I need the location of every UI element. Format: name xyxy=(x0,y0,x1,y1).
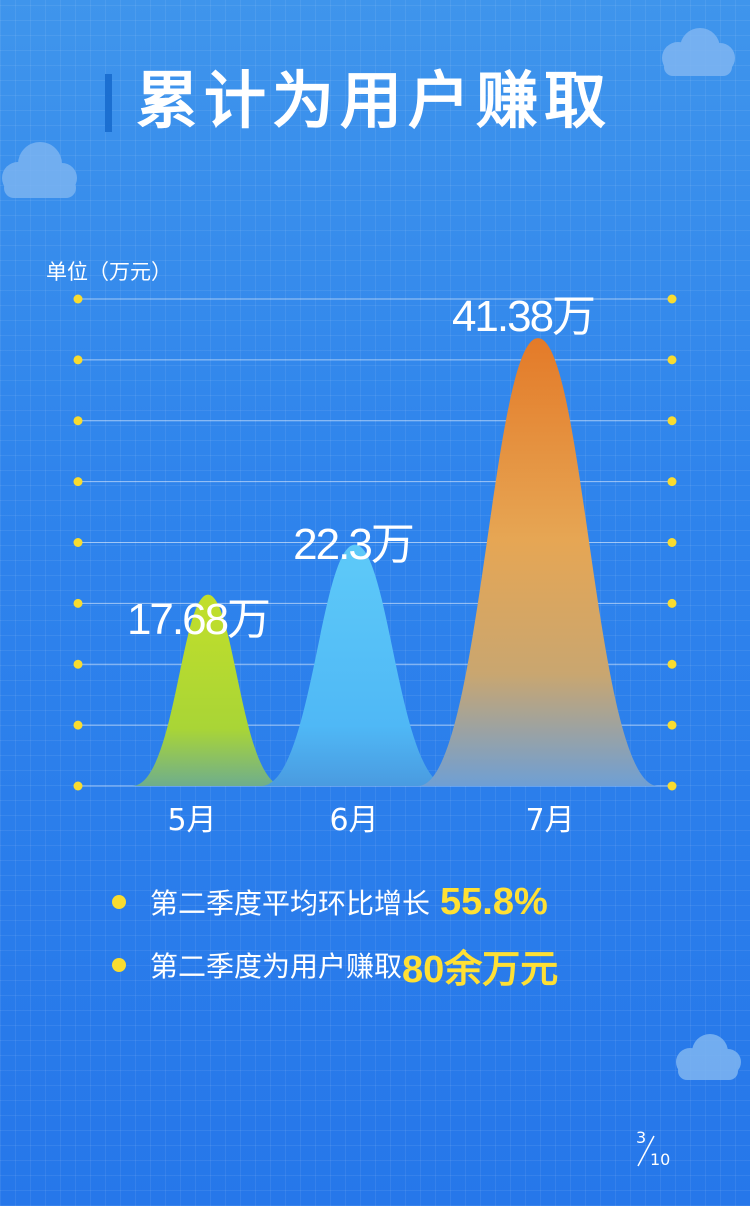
cloud-bottom-right xyxy=(668,1028,744,1084)
grid-dot-icon xyxy=(73,416,83,426)
grid-dot-icon xyxy=(667,659,677,669)
grid-dot-icon xyxy=(73,720,83,730)
page-title: 累计为用户赚取 xyxy=(136,64,613,137)
stat-earnings-text: 第二季度为用户赚取 xyxy=(150,950,403,983)
value-label: 17.68万 xyxy=(126,595,271,644)
page-indicator: 3 10 xyxy=(628,1128,678,1172)
stat-growth-text: 第二季度平均环比增长 xyxy=(150,887,431,920)
grid-dot-icon xyxy=(73,355,83,365)
unit-label: 单位（万元） xyxy=(46,260,172,284)
grid-dot-icon xyxy=(73,538,83,547)
grid-dot-icon xyxy=(73,294,83,304)
grid-dot-icon xyxy=(667,781,677,791)
grid-dot-icon xyxy=(667,477,677,487)
page-slash-icon xyxy=(637,1135,655,1167)
title-accent-bar xyxy=(105,74,112,132)
cloud-left xyxy=(0,136,82,202)
month-label: 7月 xyxy=(525,803,575,838)
cloud-top-right xyxy=(650,24,740,80)
grid-dot-icon xyxy=(73,598,83,608)
peak-june xyxy=(261,544,449,786)
grid-dot-icon xyxy=(73,477,83,487)
stat-growth: 第二季度平均环比增长 55.8% xyxy=(112,872,548,932)
grid-dot-icon xyxy=(667,355,677,365)
grid-dot-icon xyxy=(73,659,83,669)
grid-dot-icon xyxy=(667,538,677,547)
month-label: 5月 xyxy=(167,803,217,838)
peak-july xyxy=(418,338,658,786)
month-label: 6月 xyxy=(329,803,379,838)
page-current: 3 xyxy=(636,1128,647,1147)
grid-dot-icon xyxy=(667,598,677,608)
bullet-dot-icon xyxy=(112,895,126,909)
value-label: 22.3万 xyxy=(293,520,415,569)
grid-dot-icon xyxy=(73,781,83,791)
page-total: 10 xyxy=(650,1150,671,1169)
value-label: 41.38万 xyxy=(451,292,596,341)
bullet-dot-icon xyxy=(112,958,126,972)
peak-may xyxy=(132,594,284,786)
grid-dot-icon xyxy=(667,416,677,426)
grid-dot-icon xyxy=(667,294,677,304)
stat-earnings-value: 80余万元 xyxy=(402,948,559,991)
stat-growth-value: 55.8% xyxy=(440,880,548,923)
grid-dot-icon xyxy=(667,720,677,730)
stat-earnings: 第二季度为用户赚取 80余万元 xyxy=(112,935,558,995)
